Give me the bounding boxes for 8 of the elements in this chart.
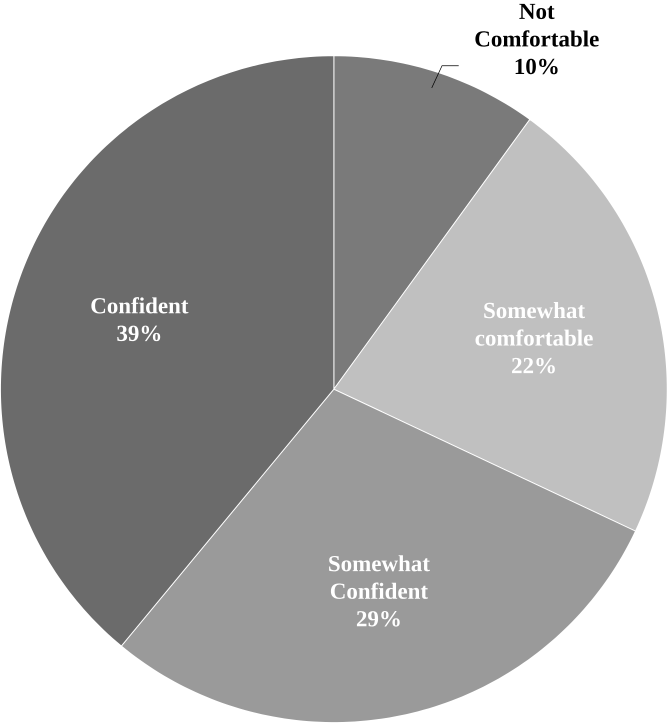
slice-label: Confident [92,297,189,314]
slice-label: Somewhat comfortable [476,302,593,346]
slice-label: Somewhat Confident [329,555,430,599]
slice-label: Not Comfortable [476,4,599,47]
data-label: 22% [512,358,556,374]
data-label: 10% [516,58,558,74]
data-label: 29% [357,610,400,627]
data-label: 39% [117,326,160,342]
